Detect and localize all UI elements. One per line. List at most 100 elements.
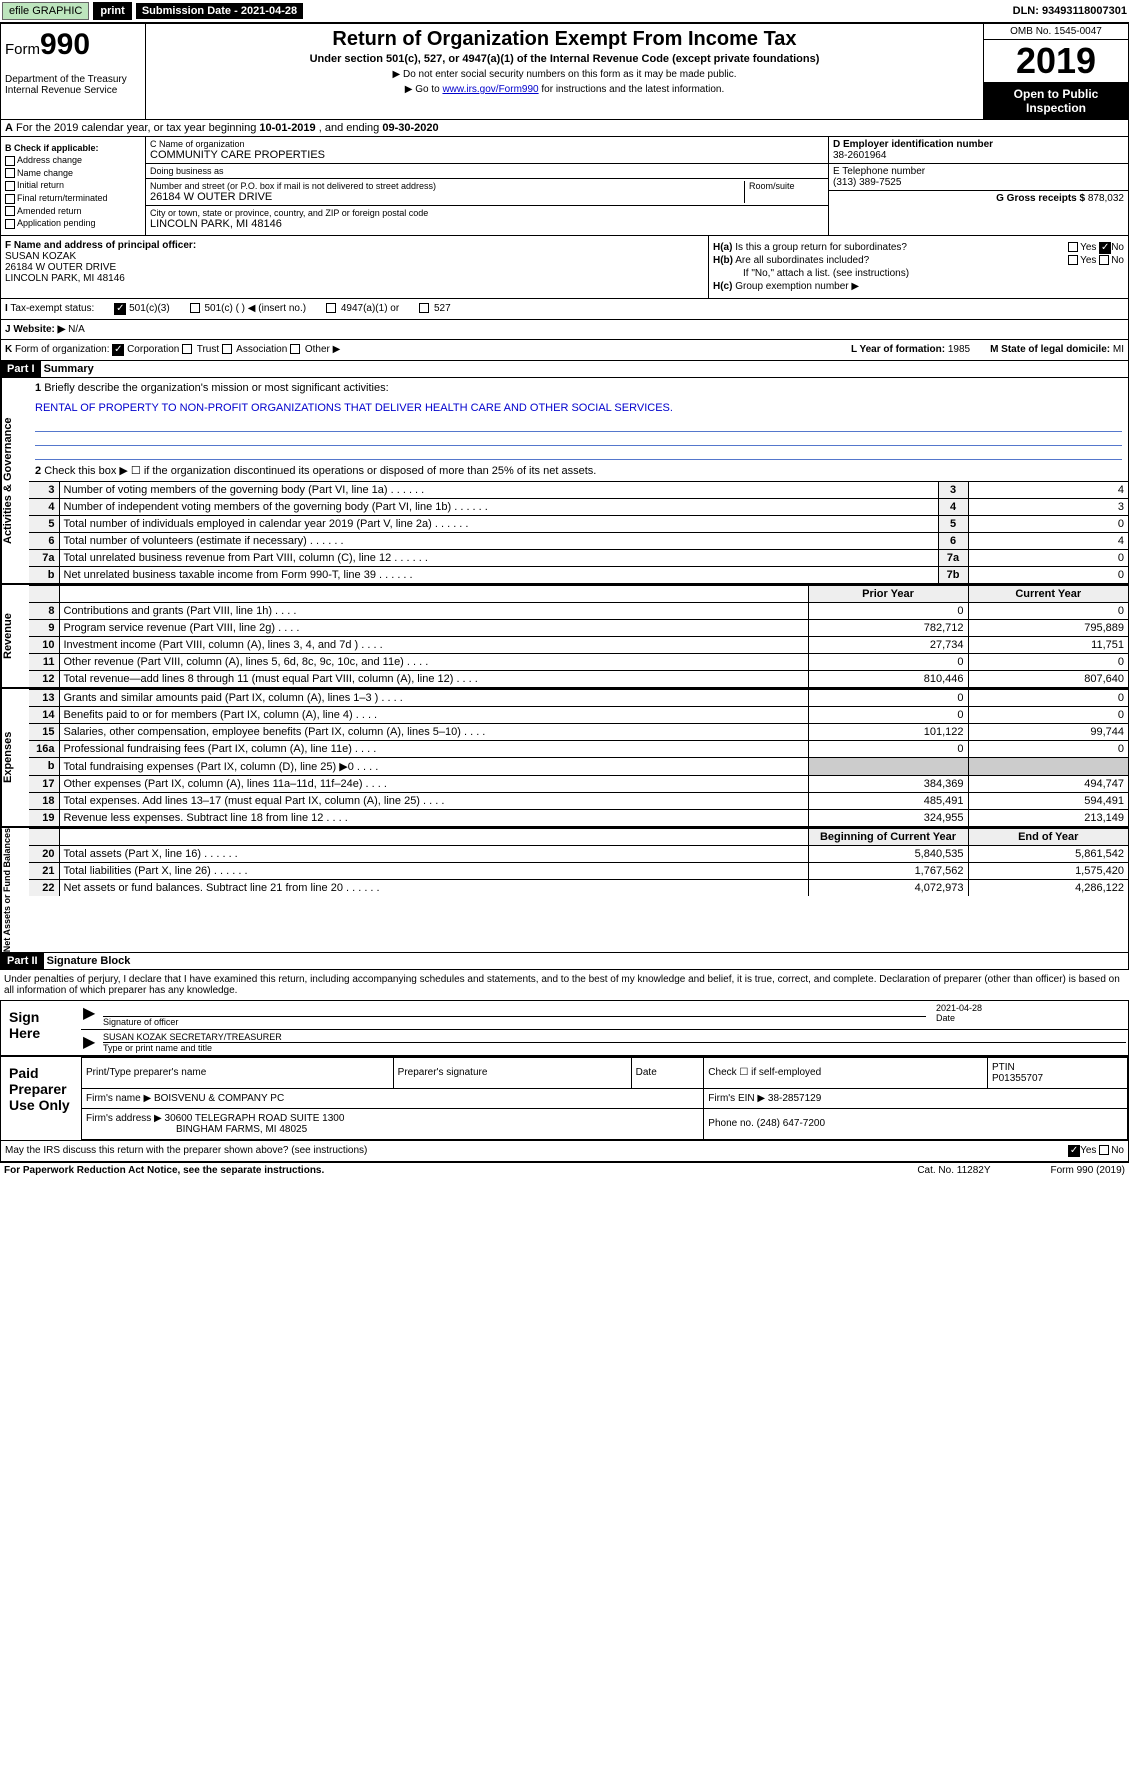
col-h-group: H(a) Is this a group return for subordin…	[708, 236, 1128, 298]
chk-501c[interactable]	[190, 303, 200, 313]
mission-text: RENTAL OF PROPERTY TO NON-PROFIT ORGANIZ…	[29, 398, 1128, 418]
row-a-tax-year: A For the 2019 calendar year, or tax yea…	[0, 120, 1129, 137]
year-formation: 1985	[948, 344, 970, 355]
part2-header: Part II	[1, 953, 44, 969]
ptin-label: PTIN	[992, 1062, 1015, 1073]
part2-title: Signature Block	[47, 955, 131, 967]
ein-label: D Employer identification number	[833, 139, 1124, 150]
form-prefix: Form	[5, 41, 40, 58]
cat-no: Cat. No. 11282Y	[917, 1165, 990, 1176]
header-right: OMB No. 1545-0047 2019 Open to Public In…	[983, 24, 1128, 119]
revenue-table: Prior YearCurrent Year8Contributions and…	[29, 585, 1128, 687]
firm-phone: (248) 647-7200	[757, 1118, 825, 1129]
dba-label: Doing business as	[150, 166, 224, 176]
form-number: 990	[40, 28, 90, 61]
chk-501c3[interactable]: ✓	[114, 303, 126, 315]
irs-link[interactable]: www.irs.gov/Form990	[442, 84, 538, 95]
firm-addr-label: Firm's address ▶	[86, 1113, 165, 1124]
row-k-form-org: K Form of organization: ✓ Corporation Tr…	[0, 340, 1129, 361]
chk-corp[interactable]: ✓	[112, 344, 124, 356]
street-address: 26184 W OUTER DRIVE	[150, 191, 744, 203]
chk-name-change[interactable]: Name change	[5, 168, 141, 179]
part-2: Part II Signature Block	[0, 953, 1129, 970]
top-bar: efile GRAPHIC print Submission Date - 20…	[0, 0, 1129, 23]
phone-value: (313) 389-7525	[833, 177, 1124, 188]
efile-button[interactable]: efile GRAPHIC	[2, 2, 89, 20]
ein-value: 38-2601964	[833, 150, 1124, 161]
note-ssn: ▶ Do not enter social security numbers o…	[150, 69, 979, 80]
vtab-expenses: Expenses	[1, 689, 29, 826]
col-b-checkboxes: B Check if applicable: Address change Na…	[1, 137, 146, 235]
chk-discuss-yes[interactable]: ✓	[1068, 1145, 1080, 1157]
expenses-table: 13Grants and similar amounts paid (Part …	[29, 689, 1128, 826]
col-f-officer: F Name and address of principal officer:…	[1, 236, 708, 298]
city-label: City or town, state or province, country…	[150, 208, 428, 218]
chk-application[interactable]: Application pending	[5, 218, 141, 229]
chk-ha-yes[interactable]	[1068, 242, 1078, 252]
print-button[interactable]: print	[93, 2, 131, 20]
chk-trust[interactable]	[182, 344, 192, 354]
phone-label: E Telephone number	[833, 166, 1124, 177]
city-state-zip: LINCOLN PARK, MI 48146	[150, 218, 428, 230]
dept-treasury: Department of the Treasury Internal Reve…	[5, 74, 141, 96]
vtab-netassets: Net Assets or Fund Balances	[1, 828, 29, 952]
page-footer: For Paperwork Reduction Act Notice, see …	[0, 1162, 1129, 1178]
sign-here-label: Sign Here	[1, 1001, 81, 1055]
note-link: ▶ Go to www.irs.gov/Form990 for instruct…	[150, 84, 979, 95]
prep-check: Check ☐ if self-employed	[704, 1057, 988, 1088]
vtab-revenue: Revenue	[1, 585, 29, 687]
ptin-value: P01355707	[992, 1073, 1043, 1084]
chk-527[interactable]	[419, 303, 429, 313]
header-left: Form990 Department of the Treasury Inter…	[1, 24, 146, 119]
arrow-icon: ▶	[83, 1032, 103, 1053]
sig-name-value: SUSAN KOZAK SECRETARY/TREASURER	[103, 1032, 1126, 1043]
prep-date-label: Date	[631, 1057, 704, 1088]
state-domicile: MI	[1113, 344, 1124, 355]
open-public: Open to Public Inspection	[984, 83, 1128, 119]
prep-sig-label: Preparer's signature	[393, 1057, 631, 1088]
irs-discuss-row: May the IRS discuss this return with the…	[0, 1141, 1129, 1162]
sign-here-block: Sign Here ▶ Signature of officer 2021-04…	[0, 1000, 1129, 1056]
firm-phone-label: Phone no.	[708, 1118, 756, 1129]
section-fh: F Name and address of principal officer:…	[0, 236, 1129, 299]
part1-header: Part I	[1, 361, 41, 377]
chk-amended[interactable]: Amended return	[5, 206, 141, 217]
governance-table: 3Number of voting members of the governi…	[29, 481, 1128, 583]
chk-4947[interactable]	[326, 303, 336, 313]
officer-name: SUSAN KOZAK	[5, 251, 704, 262]
addr-label: Number and street (or P.O. box if mail i…	[150, 181, 744, 191]
chk-discuss-no[interactable]	[1099, 1145, 1109, 1155]
part1-title: Summary	[44, 363, 94, 375]
section-bcde: B Check if applicable: Address change Na…	[0, 137, 1129, 236]
sig-name-label: Type or print name and title	[103, 1043, 212, 1053]
room-label: Room/suite	[749, 181, 824, 191]
prep-name-label: Print/Type preparer's name	[82, 1057, 394, 1088]
gross-receipts-label: G Gross receipts $	[996, 193, 1088, 204]
firm-ein: 38-2857129	[768, 1093, 821, 1104]
chk-assoc[interactable]	[222, 344, 232, 354]
chk-initial-return[interactable]: Initial return	[5, 180, 141, 191]
col-de: D Employer identification number 38-2601…	[828, 137, 1128, 235]
q2-label: Check this box ▶ ☐ if the organization d…	[44, 465, 596, 477]
firm-name: BOISVENU & COMPANY PC	[154, 1093, 284, 1104]
officer-addr2: LINCOLN PARK, MI 48146	[5, 273, 704, 284]
form-ref: Form 990 (2019)	[1051, 1165, 1125, 1176]
row-j-website: J Website: ▶ N/A	[0, 320, 1129, 340]
form-header: Form990 Department of the Treasury Inter…	[0, 23, 1129, 120]
part-1: Part I Summary Activities & Governance 1…	[0, 361, 1129, 953]
chk-other[interactable]	[290, 344, 300, 354]
chk-ha-no[interactable]: ✓	[1099, 242, 1111, 254]
firm-name-label: Firm's name ▶	[86, 1093, 154, 1104]
chk-hb-yes[interactable]	[1068, 255, 1078, 265]
chk-final-return[interactable]: Final return/terminated	[5, 193, 141, 204]
sig-date-value: 2021-04-28	[936, 1003, 1126, 1013]
firm-addr: 30600 TELEGRAPH ROAD SUITE 1300	[165, 1113, 345, 1124]
chk-address-change[interactable]: Address change	[5, 155, 141, 166]
chk-hb-no[interactable]	[1099, 255, 1109, 265]
header-mid: Return of Organization Exempt From Incom…	[146, 24, 983, 119]
omb-number: OMB No. 1545-0047	[984, 24, 1128, 40]
arrow-icon: ▶	[83, 1003, 103, 1027]
sig-officer-label: Signature of officer	[103, 1017, 178, 1027]
vtab-activities: Activities & Governance	[1, 378, 29, 583]
q1-label: Briefly describe the organization's miss…	[44, 382, 388, 394]
